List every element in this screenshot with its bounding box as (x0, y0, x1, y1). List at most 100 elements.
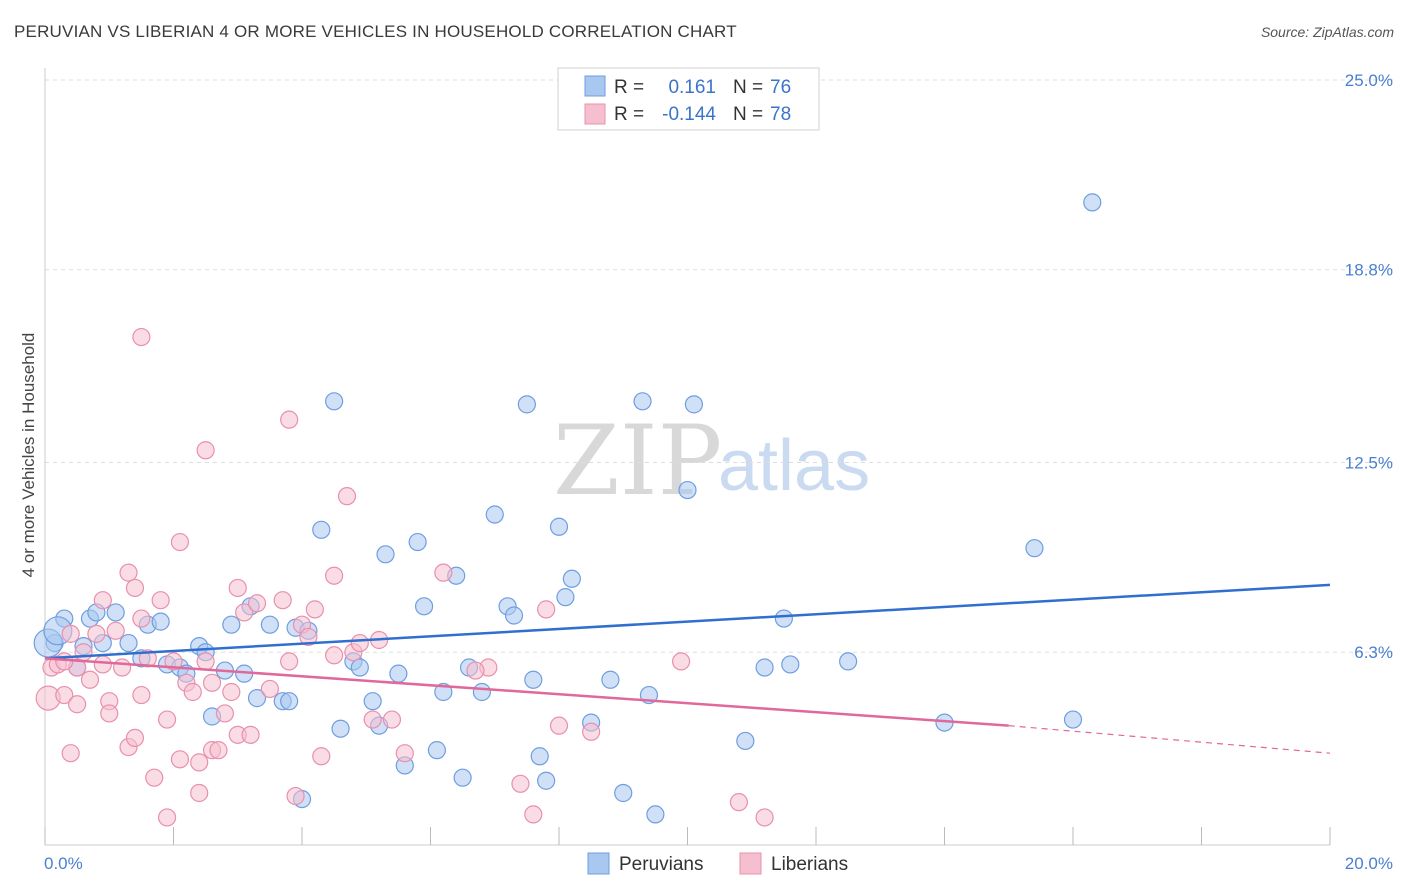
data-point-liberians (132, 609, 151, 628)
data-point-peruvians (331, 719, 350, 738)
data-point-peruvians (1025, 539, 1044, 558)
data-point-liberians (93, 591, 112, 610)
y-tick-label: 18.8% (1345, 261, 1393, 280)
data-point-liberians (74, 643, 93, 662)
legend-swatch-blue (584, 75, 606, 97)
data-point-liberians (106, 621, 125, 640)
data-point-peruvians (363, 692, 382, 711)
watermark-zip: ZIP (553, 405, 722, 517)
data-point-liberians (235, 603, 254, 622)
legend-r-value-1: 0.161 (668, 77, 716, 98)
data-point-liberians (537, 600, 556, 619)
legend-n-label-1: N = (733, 77, 763, 98)
data-point-liberians (222, 682, 241, 702)
data-point-liberians (138, 649, 157, 668)
legend-n-label-2: N = (733, 104, 763, 125)
data-point-liberians (395, 744, 414, 763)
data-point-liberians (273, 591, 292, 610)
data-point-liberians (68, 695, 87, 714)
data-point-liberians (157, 710, 177, 729)
data-point-liberians (202, 673, 222, 692)
data-point-peruvians (549, 517, 569, 536)
legend-label-peruvians: Peruvians (619, 854, 704, 875)
data-point-peruvians (517, 395, 536, 414)
data-point-liberians (190, 753, 209, 772)
data-point-peruvians (350, 658, 369, 677)
data-point-peruvians (485, 505, 504, 524)
data-point-peruvians (678, 480, 697, 500)
data-point-peruvians (562, 569, 581, 588)
data-point-liberians (170, 750, 190, 769)
data-point-liberians (434, 563, 453, 582)
data-point-liberians (228, 578, 247, 598)
trend-line-liberians (44, 657, 1009, 727)
legend-swatch-liberians (739, 852, 762, 875)
legend-label-liberians: Liberians (771, 854, 848, 875)
data-point-liberians (260, 679, 279, 699)
data-point-peruvians (453, 768, 472, 787)
data-point-peruvians (774, 609, 793, 628)
series-legend: Peruvians Liberians (587, 852, 848, 875)
data-point-peruvians (633, 392, 652, 411)
data-point-peruvians (839, 652, 858, 671)
data-point-liberians (93, 655, 112, 674)
data-point-peruvians (537, 771, 556, 790)
data-point-liberians (466, 661, 485, 680)
ticks: 6.3% 12.5% 18.8% 25.0% 0.0% 20.0% (44, 71, 1393, 873)
data-point-liberians (241, 725, 260, 744)
legend-swatch-pink (584, 103, 606, 125)
watermark-atlas: atlas (718, 426, 870, 506)
data-point-liberians (337, 487, 357, 506)
data-point-peruvians (312, 520, 331, 539)
legend-r-label-1: R = (614, 77, 644, 98)
data-point-liberians (157, 808, 177, 827)
legend-swatch-peruvians (587, 852, 610, 875)
trend-line-liberians-extension (1008, 725, 1331, 754)
series-liberians (35, 327, 774, 827)
source-label: Source: ZipAtlas.com (1260, 24, 1394, 40)
data-point-liberians (729, 793, 749, 812)
data-point-liberians (151, 591, 170, 610)
data-point-peruvians (472, 682, 491, 702)
data-point-liberians (280, 652, 299, 671)
data-point-liberians (363, 710, 382, 729)
data-point-liberians (132, 685, 151, 705)
data-point-liberians (125, 578, 145, 598)
x-tick-label: 20.0% (1345, 854, 1393, 873)
y-axis-label: 4 or more Vehicles in Household (19, 333, 38, 578)
data-point-liberians (125, 728, 145, 748)
axes (44, 68, 1331, 846)
data-point-liberians (755, 808, 774, 827)
data-point-peruvians (530, 747, 549, 766)
data-point-liberians (196, 441, 215, 460)
legend-n-value-2: 78 (770, 104, 791, 125)
data-point-liberians (183, 682, 202, 702)
data-point-liberians (145, 768, 164, 787)
data-point-liberians (325, 566, 344, 585)
data-point-peruvians (755, 658, 774, 677)
data-point-peruvians (1063, 710, 1083, 729)
data-point-liberians (280, 410, 299, 429)
data-point-peruvians (684, 395, 704, 414)
legend-r-label-2: R = (614, 104, 644, 125)
chart-title: PERUVIAN VS LIBERIAN 4 OR MORE VEHICLES … (14, 22, 737, 41)
data-point-liberians (382, 710, 402, 729)
data-point-peruvians (280, 692, 299, 711)
data-point-peruvians (427, 741, 447, 760)
data-point-peruvians (1083, 193, 1102, 212)
data-point-liberians (247, 594, 267, 613)
y-tick-label: 12.5% (1345, 454, 1393, 473)
data-point-liberians (350, 633, 369, 653)
data-point-liberians (305, 600, 324, 619)
data-point-liberians (80, 670, 100, 689)
data-point-liberians (61, 624, 80, 643)
data-point-liberians (132, 327, 151, 347)
data-point-peruvians (614, 783, 633, 803)
data-point-liberians (170, 532, 190, 552)
data-point-liberians (55, 685, 74, 705)
data-point-liberians (55, 652, 74, 671)
data-point-liberians (87, 624, 106, 643)
data-point-peruvians (376, 545, 395, 564)
grid (45, 79, 1393, 653)
